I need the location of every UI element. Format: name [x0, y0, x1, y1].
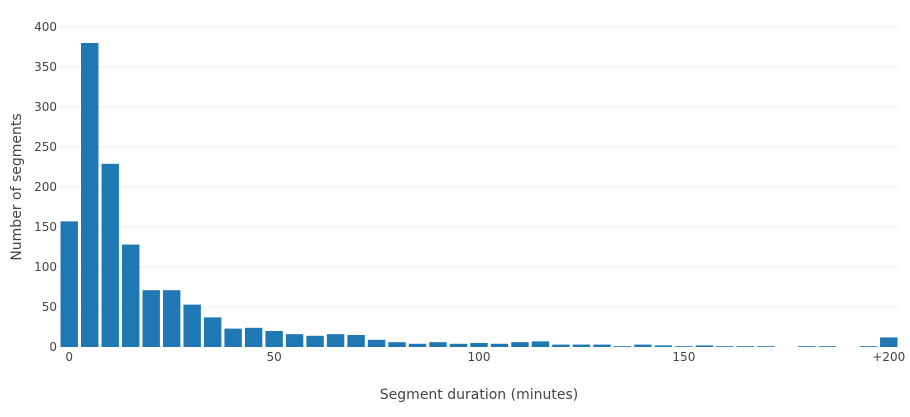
histogram-bar — [183, 304, 201, 347]
histogram-bar — [757, 346, 775, 347]
y-tick-label: 200 — [34, 180, 57, 194]
histogram-bar — [859, 346, 877, 347]
histogram-bar — [572, 344, 591, 347]
histogram-bar — [531, 341, 550, 347]
gridlines — [59, 26, 899, 308]
histogram-bar — [203, 317, 222, 347]
y-tick-label: 300 — [34, 100, 57, 114]
histogram-bar — [798, 346, 816, 347]
y-tick-label: 350 — [34, 60, 57, 74]
histogram-bar — [552, 344, 570, 347]
x-axis-title: Segment duration (minutes) — [380, 387, 578, 403]
histogram-bar — [224, 328, 242, 347]
histogram-bar — [736, 346, 755, 347]
histogram-bar — [429, 342, 447, 347]
histogram-bar — [347, 335, 365, 347]
histogram-bar — [675, 346, 693, 347]
histogram-bar — [654, 345, 673, 347]
histogram-bar — [285, 334, 304, 347]
y-tick-label: 0 — [49, 340, 57, 354]
histogram-bar — [122, 244, 140, 347]
histogram-bar — [244, 327, 263, 347]
histogram-bar — [142, 290, 160, 347]
histogram-bar — [60, 221, 78, 347]
x-tick-label: 100 — [468, 350, 491, 364]
x-tick-label: +200 — [872, 350, 905, 364]
y-axis-title: Number of segments — [9, 113, 25, 260]
histogram-bar — [490, 343, 509, 347]
y-tick-label: 400 — [34, 20, 57, 34]
histogram-bar — [367, 339, 386, 347]
histogram-bar — [408, 343, 427, 347]
x-tick-label: 50 — [266, 350, 281, 364]
histogram-bar — [306, 335, 324, 347]
x-tick-label: 150 — [672, 350, 695, 364]
y-tick-label: 50 — [42, 300, 57, 314]
histogram-bar — [634, 344, 652, 347]
x-axis-ticks: 0 50 100 150 +200 — [65, 350, 905, 364]
histogram-bar — [81, 43, 99, 347]
histogram-bar — [695, 345, 714, 347]
histogram-bar — [470, 343, 488, 347]
histogram-bar — [388, 342, 406, 347]
histogram-bar — [449, 343, 468, 347]
x-tick-label: 0 — [65, 350, 73, 364]
histogram-bar — [326, 334, 345, 347]
histogram-bar — [880, 337, 898, 347]
histogram-bar — [716, 346, 734, 347]
y-tick-label: 150 — [34, 220, 57, 234]
histogram-bar — [265, 331, 283, 347]
histogram-bar — [511, 342, 529, 347]
histogram-bar — [101, 163, 119, 347]
y-tick-label: 100 — [34, 260, 57, 274]
histogram-bar — [818, 346, 836, 347]
histogram-bar — [613, 346, 632, 347]
y-axis-ticks: 0 50 100 150 200 250 300 350 400 — [34, 20, 57, 354]
histogram-bar — [162, 290, 181, 347]
y-tick-label: 250 — [34, 140, 57, 154]
bars — [60, 43, 898, 347]
histogram-bar — [593, 344, 611, 347]
